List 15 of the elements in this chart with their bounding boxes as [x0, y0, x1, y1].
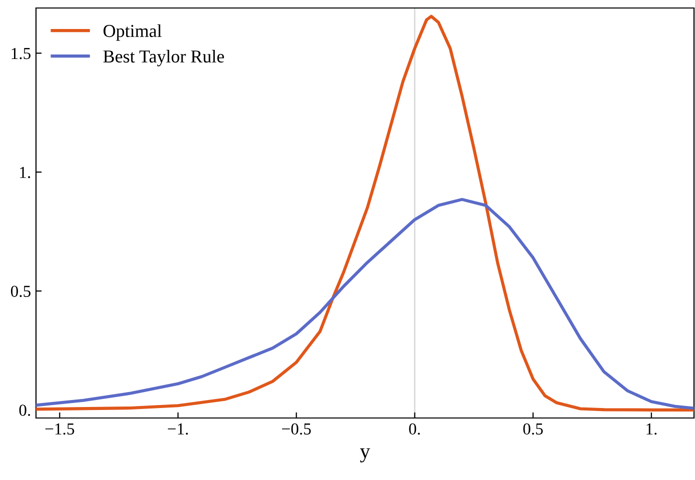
legend-label: Optimal — [104, 24, 162, 41]
y-tick-label: 1.5 — [12, 48, 30, 60]
x-axis-title: y — [360, 448, 370, 462]
legend-label: Best Taylor Rule — [103, 50, 224, 66]
x-tick-label: 0. — [409, 423, 420, 435]
line-series — [36, 14, 694, 412]
x-tick-label: −0.5 — [282, 423, 311, 435]
x-tick-label: −1.5 — [45, 423, 74, 435]
x-tick-label: 1. — [646, 423, 657, 435]
y-tick-label: 0.5 — [10, 286, 30, 298]
x-tick-label: 0.5 — [523, 423, 543, 435]
x-tick-label: −1. — [168, 423, 188, 435]
line-series — [36, 198, 694, 410]
y-tick-label: 1. — [20, 166, 30, 178]
y-tick-label: 0. — [19, 404, 30, 416]
